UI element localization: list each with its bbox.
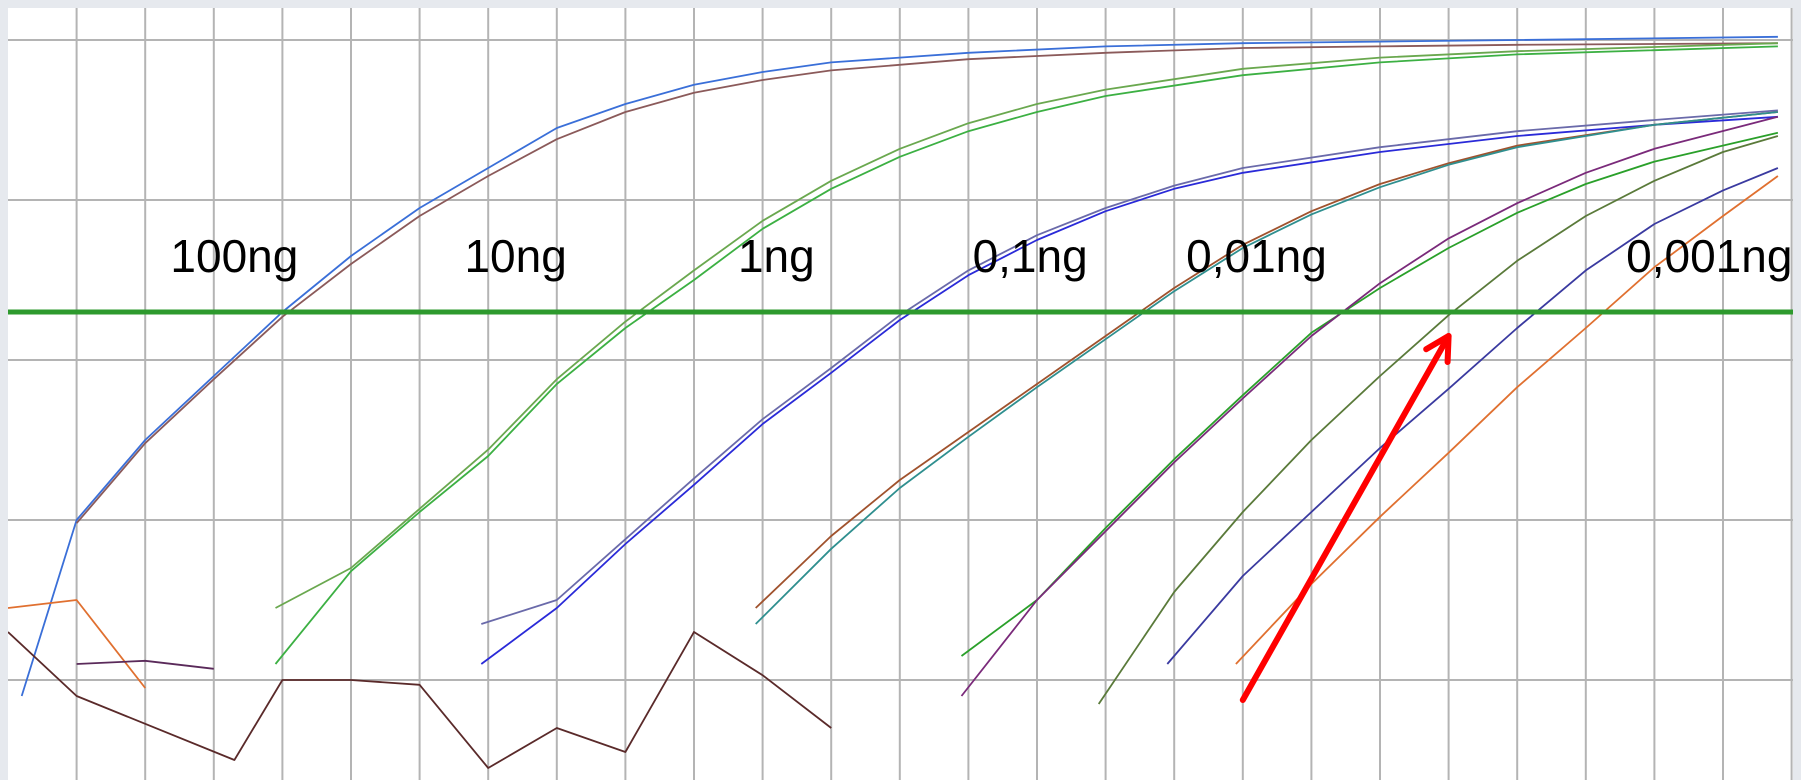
arrow-shaft: [1239, 333, 1452, 703]
arrow-group: [1239, 333, 1452, 703]
concentration-label-4: 0,1ng: [973, 230, 1088, 282]
series-line-6: [481, 109, 1778, 625]
series-line-14: [8, 631, 832, 769]
gridlines: [8, 8, 1793, 780]
series-line-7: [755, 111, 1778, 609]
series-line-4: [275, 42, 1778, 609]
series-line-16: [76, 659, 214, 670]
series-line-2: [75, 42, 1778, 524]
concentration-label-1: 100ng: [170, 230, 298, 282]
series-line-5: [480, 115, 1778, 665]
series-line-8: [755, 111, 1778, 625]
series-line-11: [1097, 135, 1779, 705]
series-line-1: [20, 35, 1778, 697]
concentration-label-3: 1ng: [738, 230, 815, 282]
series-line-3: [274, 45, 1778, 665]
annotation-labels: 100ng 10ng 1ng 0,1ng 0,01ng 0,001ng: [170, 230, 1792, 282]
arrow-head: [1423, 333, 1452, 365]
concentration-label-6: 0,001ng: [1626, 230, 1792, 282]
series-group: [8, 35, 1779, 769]
series-line-15: [8, 599, 146, 689]
concentration-label-5: 0,01ng: [1186, 230, 1327, 282]
series-line-12: [1166, 167, 1779, 665]
series-line-13: [1235, 175, 1779, 665]
concentration-label-2: 10ng: [464, 230, 566, 282]
